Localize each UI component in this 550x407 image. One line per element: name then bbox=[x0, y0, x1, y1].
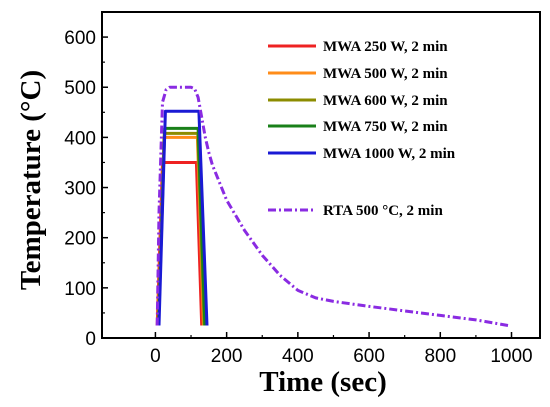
x-tick-label: 1000 bbox=[490, 346, 532, 367]
plot-series bbox=[155, 85, 509, 327]
y-tick-label: 400 bbox=[64, 128, 96, 149]
x-tick-label: 0 bbox=[150, 346, 161, 367]
x-tick-label: 800 bbox=[424, 346, 456, 367]
legend-label-0: MWA 250 W, 2 min bbox=[323, 39, 448, 55]
x-axis: 0 200 400 600 800 1000 bbox=[150, 332, 533, 367]
y-tick-label: 300 bbox=[64, 179, 96, 200]
x-axis-title: Time (sec) bbox=[259, 366, 387, 398]
legend-label-1: MWA 500 W, 2 min bbox=[323, 66, 448, 82]
legend-label-2: MWA 600 W, 2 min bbox=[323, 93, 448, 109]
y-tick-label: 500 bbox=[64, 78, 96, 99]
series-line-5 bbox=[155, 85, 509, 327]
y-axis: 0 100 200 300 400 500 600 bbox=[64, 28, 108, 350]
legend: MWA 250 W, 2 min MWA 500 W, 2 min MWA 600 … bbox=[268, 39, 456, 219]
legend-label-3: MWA 750 W, 2 min bbox=[323, 119, 448, 135]
x-tick-label: 400 bbox=[282, 346, 314, 367]
x-tick-label: 200 bbox=[211, 346, 243, 367]
y-axis-title: Temperature (°C) bbox=[15, 70, 47, 290]
series-line-4 bbox=[157, 109, 209, 326]
y-tick-label: 200 bbox=[64, 229, 96, 250]
y-tick-label: 0 bbox=[85, 329, 96, 350]
plot-frame bbox=[101, 11, 541, 339]
legend-label-4: MWA 1000 W, 2 min bbox=[323, 146, 456, 162]
x-tick-label: 600 bbox=[353, 346, 385, 367]
y-tick-label: 600 bbox=[64, 28, 96, 49]
y-tick-label: 100 bbox=[64, 279, 96, 300]
legend-label-5: RTA 500 °C, 2 min bbox=[323, 203, 443, 219]
